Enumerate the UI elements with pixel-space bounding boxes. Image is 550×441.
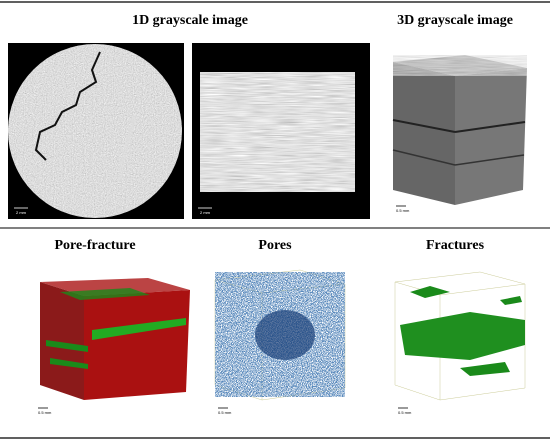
cube-image: 0.5 mm xyxy=(392,55,527,213)
slice-image: 2 mm xyxy=(8,43,184,219)
heading: Fractures xyxy=(426,238,485,253)
scale-label: 2 mm xyxy=(200,210,211,215)
scale-label: 0.5 mm xyxy=(38,410,52,415)
scale-label: 0.5 mm xyxy=(396,208,410,213)
heading: 3D grayscale image xyxy=(397,13,513,28)
slice-image: 2 mm xyxy=(192,43,370,219)
heading: Pores xyxy=(258,238,292,253)
scale-label: 2 mm xyxy=(16,210,27,215)
pores-image: 0.5 mm xyxy=(214,269,346,415)
heading: Pore-fracture xyxy=(54,238,135,253)
heading: 1D grayscale image xyxy=(132,13,248,28)
fractures-image: 0.5 mm xyxy=(394,271,526,415)
scale-label: 0.5 mm xyxy=(218,410,232,415)
scale-label: 0.5 mm xyxy=(398,410,412,415)
pore-fracture-image: 0.5 mm xyxy=(38,278,190,415)
